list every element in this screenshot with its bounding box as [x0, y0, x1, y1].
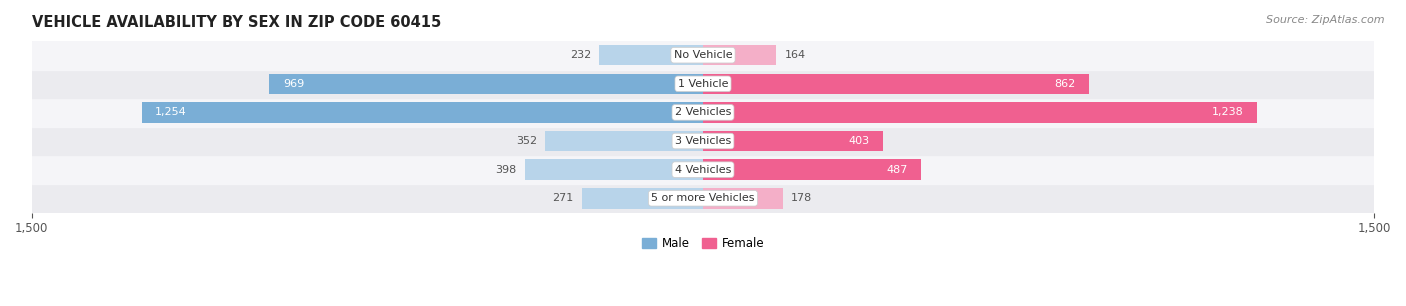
Bar	[270, 73, 703, 94]
Text: 3 Vehicles: 3 Vehicles	[675, 136, 731, 146]
Bar	[546, 131, 703, 151]
Bar	[524, 159, 703, 180]
Text: 178: 178	[790, 193, 813, 203]
Bar	[703, 131, 883, 151]
Text: 969: 969	[283, 79, 304, 89]
Text: 398: 398	[495, 165, 517, 175]
Bar	[32, 155, 1374, 184]
Text: 487: 487	[886, 165, 907, 175]
Bar	[703, 102, 1257, 123]
Bar	[703, 73, 1088, 94]
Text: 4 Vehicles: 4 Vehicles	[675, 165, 731, 175]
Text: 5 or more Vehicles: 5 or more Vehicles	[651, 193, 755, 203]
Text: VEHICLE AVAILABILITY BY SEX IN ZIP CODE 60415: VEHICLE AVAILABILITY BY SEX IN ZIP CODE …	[32, 15, 441, 30]
Text: 2 Vehicles: 2 Vehicles	[675, 107, 731, 118]
Text: 271: 271	[553, 193, 574, 203]
Bar	[32, 184, 1374, 213]
Text: 862: 862	[1054, 79, 1076, 89]
Bar	[32, 127, 1374, 155]
Text: Source: ZipAtlas.com: Source: ZipAtlas.com	[1267, 15, 1385, 25]
Bar	[32, 69, 1374, 98]
Bar	[703, 159, 921, 180]
Bar	[32, 98, 1374, 127]
Text: 403: 403	[849, 136, 870, 146]
Text: No Vehicle: No Vehicle	[673, 50, 733, 60]
Text: 164: 164	[785, 50, 806, 60]
Bar	[142, 102, 703, 123]
Text: 352: 352	[516, 136, 537, 146]
Bar	[703, 45, 776, 65]
Bar	[32, 41, 1374, 69]
Bar	[599, 45, 703, 65]
Text: 1 Vehicle: 1 Vehicle	[678, 79, 728, 89]
Bar	[582, 188, 703, 209]
Text: 232: 232	[569, 50, 591, 60]
Text: 1,238: 1,238	[1212, 107, 1244, 118]
Legend: Male, Female: Male, Female	[637, 232, 769, 255]
Text: 1,254: 1,254	[155, 107, 187, 118]
Bar	[703, 188, 783, 209]
